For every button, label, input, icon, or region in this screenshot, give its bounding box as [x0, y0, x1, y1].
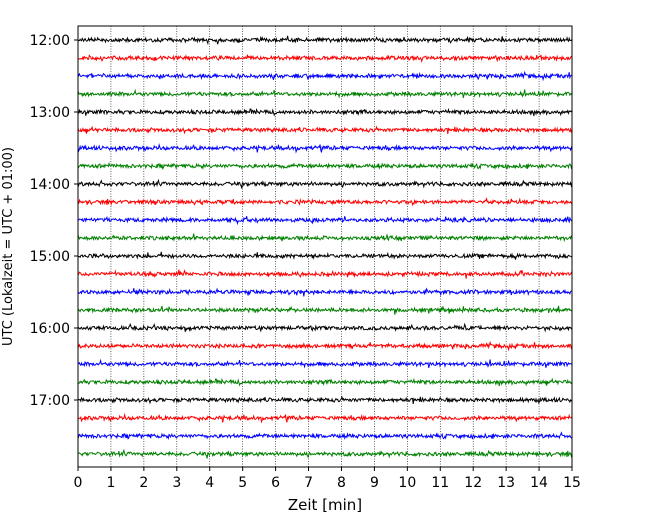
trace-1615 [77, 340, 573, 352]
x-tick-label-9: 9 [370, 475, 379, 491]
trace-1515 [77, 269, 573, 279]
x-tick-label-7: 7 [304, 475, 313, 491]
x-tick-label-3: 3 [172, 475, 181, 491]
trace-1300 [77, 107, 573, 117]
trace-1400 [77, 178, 573, 189]
trace-1530 [77, 287, 573, 297]
x-tick-label-1: 1 [106, 475, 115, 491]
x-tick-label-5: 5 [238, 475, 247, 491]
x-tick-label-12: 12 [464, 475, 482, 491]
trace-1745 [77, 448, 573, 459]
trace-1430 [77, 215, 573, 226]
x-tick-label-0: 0 [74, 475, 83, 491]
trace-1545 [77, 305, 573, 315]
y-axis-label: UTC (Lokalzeit = UTC + 01:00) [1, 147, 16, 346]
y-tick-label-5: 17:00 [30, 393, 70, 409]
y-tick-label-3: 15:00 [30, 249, 70, 265]
y-axis-ticks: 12:00 13:00 14:00 15:00 16:00 17:00 [30, 33, 78, 409]
trace-1315 [77, 125, 573, 135]
trace-1230 [77, 70, 573, 82]
trace-1630 [77, 358, 573, 369]
trace-1715 [77, 413, 573, 424]
trace-1330 [77, 143, 573, 154]
x-tick-label-10: 10 [398, 475, 416, 491]
x-tick-label-2: 2 [139, 475, 148, 491]
trace-1245 [77, 88, 573, 99]
grid-lines [110, 26, 540, 467]
x-tick-label-15: 15 [563, 475, 581, 491]
trace-1500 [77, 251, 573, 260]
y-tick-label-1: 13:00 [30, 105, 70, 121]
x-tick-label-11: 11 [431, 475, 449, 491]
trace-1700 [77, 395, 573, 405]
x-tick-label-6: 6 [271, 475, 280, 491]
x-tick-label-4: 4 [205, 475, 214, 491]
y-tick-label-2: 14:00 [30, 177, 70, 193]
x-axis-label: Zeit [min] [288, 496, 362, 514]
y-tick-label-4: 16:00 [30, 321, 70, 337]
trace-1215 [77, 54, 573, 64]
trace-1730 [77, 431, 573, 441]
x-tick-label-13: 13 [497, 475, 515, 491]
trace-1645 [77, 377, 573, 387]
trace-1200 [77, 35, 573, 46]
trace-1445 [77, 233, 573, 243]
trace-1345 [77, 161, 573, 171]
x-tick-label-8: 8 [337, 475, 346, 491]
x-tick-label-14: 14 [530, 475, 548, 491]
x-axis-ticks: 0 1 2 3 4 5 6 7 8 9 10 11 12 13 14 15 [74, 467, 581, 491]
trace-1600 [77, 322, 573, 333]
seismogram-traces [77, 35, 573, 459]
trace-1415 [77, 197, 573, 207]
plot-frame [77, 25, 573, 468]
y-tick-label-0: 12:00 [30, 33, 70, 49]
